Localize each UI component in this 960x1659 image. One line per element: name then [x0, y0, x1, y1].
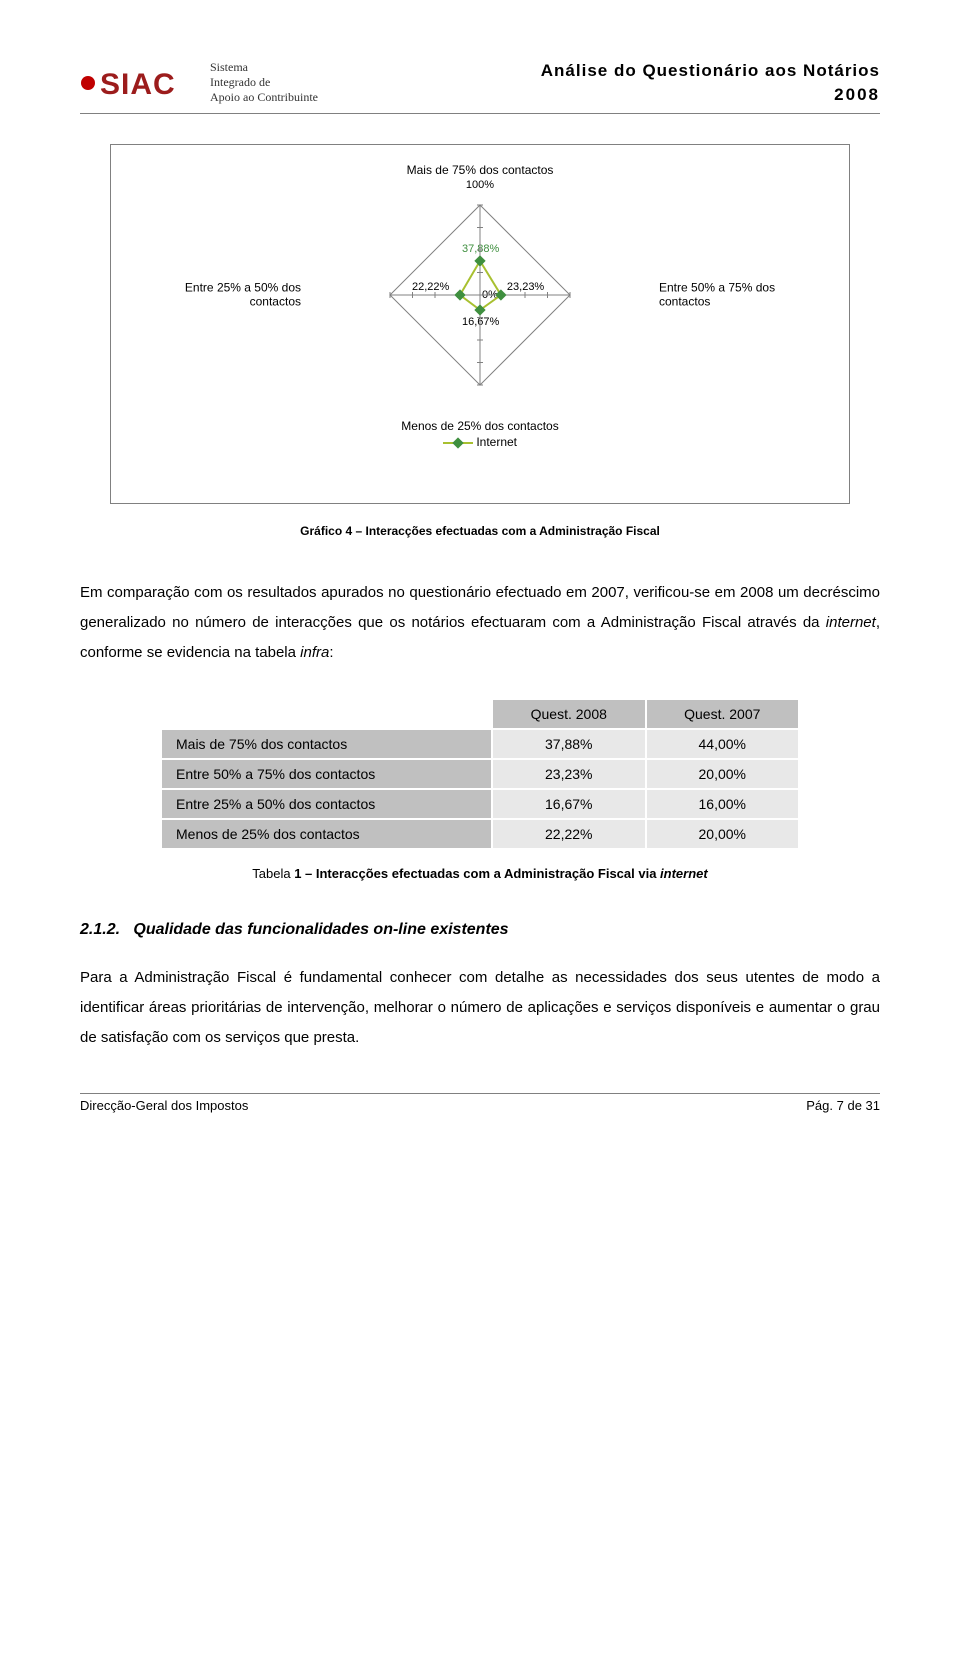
logo-line2: Integrado de [210, 75, 318, 90]
comparison-table: Quest. 2008 Quest. 2007 Mais de 75% dos … [160, 698, 800, 850]
row-val-2007: 20,00% [646, 759, 800, 789]
page-footer: Direcção-Geral dos Impostos Pág. 7 de 31 [80, 1093, 880, 1113]
table-row: Entre 25% a 50% dos contactos16,67%16,00… [161, 789, 799, 819]
header-right: Análise do Questionário aos Notários 200… [541, 61, 880, 105]
radar-chart-container: Mais de 75% dos contactos 100% Entre 50%… [110, 144, 850, 504]
doc-year: 2008 [541, 85, 880, 105]
row-val-2008: 22,22% [492, 819, 645, 849]
th-2008: Quest. 2008 [492, 699, 645, 729]
footer-left: Direcção-Geral dos Impostos [80, 1098, 248, 1113]
row-label: Menos de 25% dos contactos [161, 819, 492, 849]
footer-right: Pág. 7 de 31 [806, 1098, 880, 1113]
th-2007: Quest. 2007 [646, 699, 800, 729]
row-val-2008: 37,88% [492, 729, 645, 759]
row-label: Mais de 75% dos contactos [161, 729, 492, 759]
section-heading: 2.1.2. Qualidade das funcionalidades on-… [80, 921, 880, 939]
legend-marker-icon [443, 437, 473, 449]
paragraph-2: Para a Administração Fiscal é fundamenta… [80, 963, 880, 1053]
row-label: Entre 50% a 75% dos contactos [161, 759, 492, 789]
radar-svg [370, 185, 590, 405]
th-blank [161, 699, 492, 729]
paragraph-1: Em comparação com os resultados apurados… [80, 578, 880, 668]
logo-subtitle: Sistema Integrado de Apoio ao Contribuin… [210, 60, 318, 105]
doc-title: Análise do Questionário aos Notários [541, 61, 880, 81]
legend-label: Internet [476, 435, 517, 449]
chart-caption: Gráfico 4 – Interacções efectuadas com a… [80, 524, 880, 538]
row-val-2008: 23,23% [492, 759, 645, 789]
table-caption: Tabela 1 – Interacções efectuadas com a … [80, 866, 880, 881]
axis-label-left: Entre 25% a 50% dos contactos [151, 281, 301, 310]
table-row: Entre 50% a 75% dos contactos23,23%20,00… [161, 759, 799, 789]
row-val-2007: 44,00% [646, 729, 800, 759]
svg-text:SIAC: SIAC [100, 68, 176, 101]
row-label: Entre 25% a 50% dos contactos [161, 789, 492, 819]
page-header: SIAC Sistema Integrado de Apoio ao Contr… [80, 60, 880, 114]
axis-label-bottom: Menos de 25% dos contactos [350, 419, 610, 433]
row-val-2007: 20,00% [646, 819, 800, 849]
logo-line1: Sistema [210, 60, 318, 75]
axis-label-right: Entre 50% a 75% dos contactos [659, 281, 809, 310]
logo-block: SIAC Sistema Integrado de Apoio ao Contr… [80, 60, 318, 105]
radar-chart: Mais de 75% dos contactos 100% Entre 50%… [121, 165, 839, 425]
row-val-2007: 16,00% [646, 789, 800, 819]
row-val-2008: 16,67% [492, 789, 645, 819]
siac-logo-icon: SIAC [80, 62, 198, 104]
chart-legend: Internet [121, 435, 839, 449]
page: SIAC Sistema Integrado de Apoio ao Contr… [0, 0, 960, 1153]
table-row: Menos de 25% dos contactos22,22%20,00% [161, 819, 799, 849]
logo-line3: Apoio ao Contribuinte [210, 90, 318, 105]
table-row: Mais de 75% dos contactos37,88%44,00% [161, 729, 799, 759]
